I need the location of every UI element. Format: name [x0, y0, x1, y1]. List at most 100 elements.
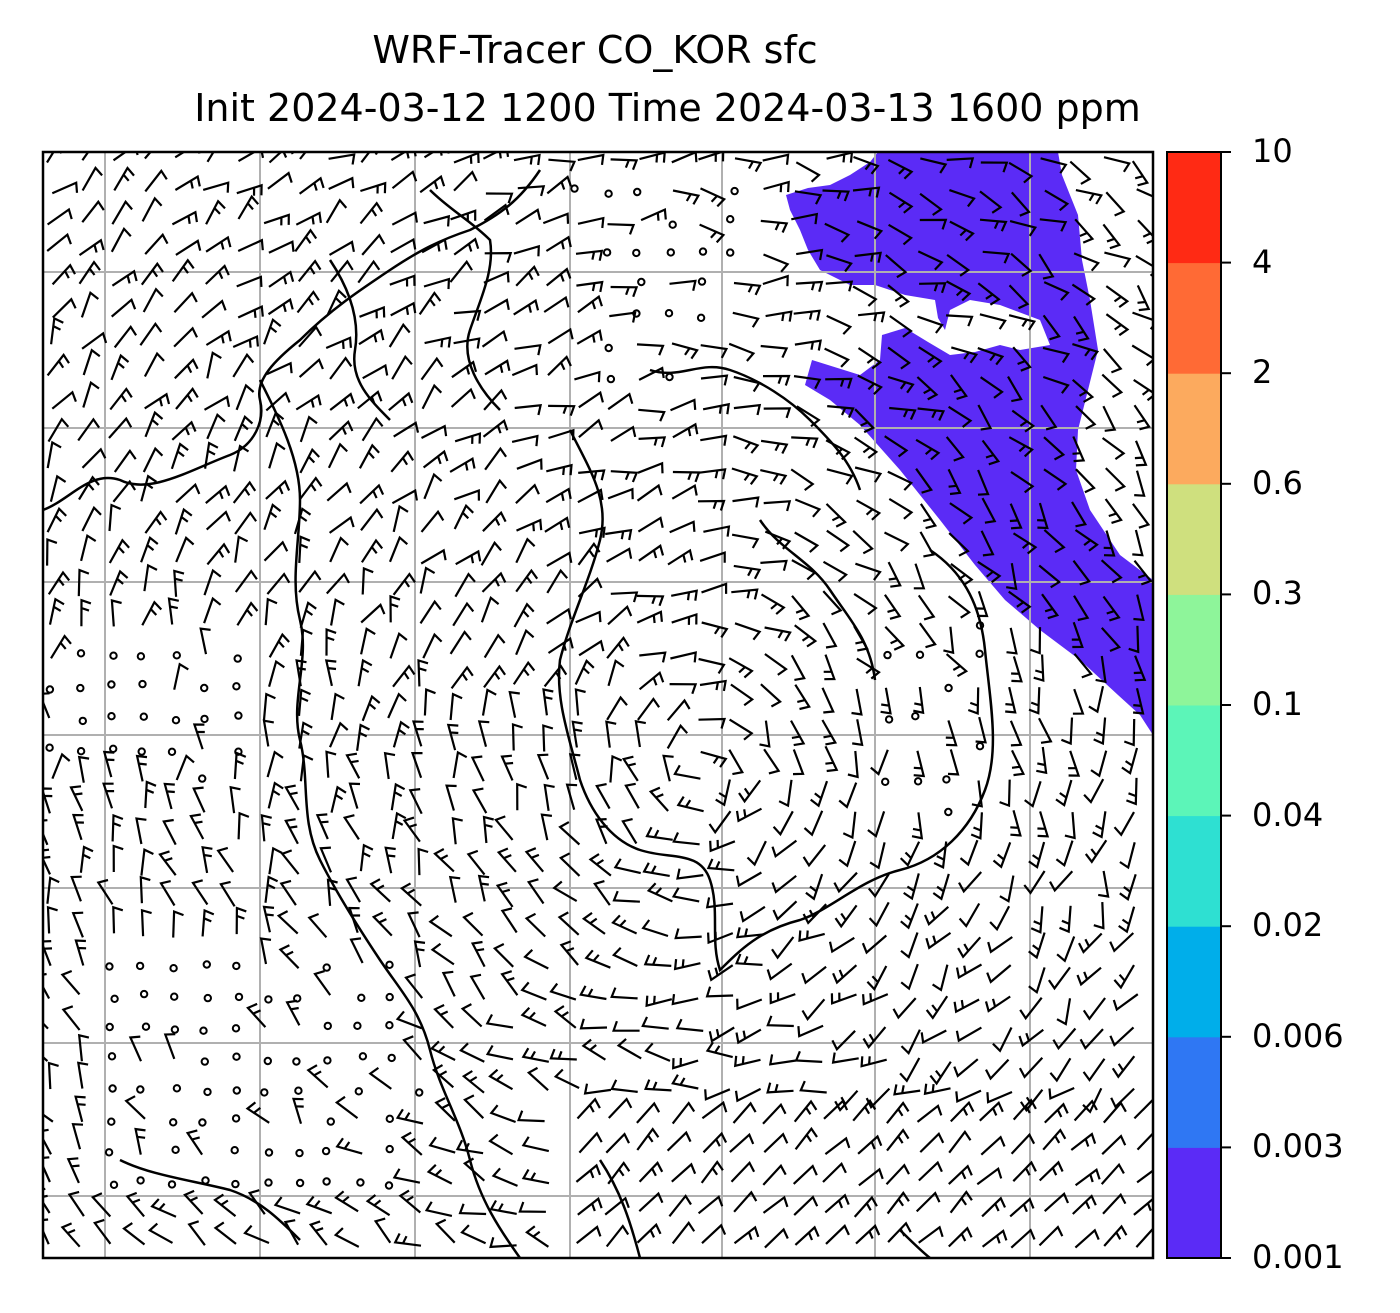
wind-barb	[798, 930, 825, 942]
wind-barb	[578, 1131, 603, 1154]
wind-barb	[794, 498, 822, 518]
wind-barb	[295, 659, 307, 687]
wind-barb	[496, 847, 517, 873]
wind-barb	[581, 912, 606, 935]
wind-barb	[1133, 560, 1153, 586]
wind-barb	[423, 277, 451, 290]
wind-barb	[122, 1222, 146, 1246]
wind-barb	[205, 235, 232, 253]
wind-barb	[452, 750, 468, 779]
wind-barb	[183, 1189, 204, 1215]
wind-barb	[542, 688, 554, 716]
wind-barb	[453, 170, 478, 192]
calm-wind-marker	[942, 775, 951, 784]
wind-barb	[1071, 283, 1097, 306]
calm-wind-marker	[264, 1178, 273, 1187]
wind-barb	[853, 436, 879, 459]
wind-barb	[947, 595, 971, 619]
wind-barb	[298, 176, 325, 195]
wind-barb	[1109, 932, 1135, 953]
wind-barb	[516, 518, 543, 532]
wind-barb	[400, 1131, 423, 1156]
wind-barb	[47, 417, 70, 443]
wind-barb	[500, 754, 514, 781]
calm-wind-marker	[665, 372, 674, 382]
wind-barb	[43, 1113, 54, 1123]
calm-wind-marker	[201, 1176, 210, 1185]
wind-barb	[51, 390, 77, 410]
calm-wind-marker	[385, 992, 394, 1002]
calm-wind-marker	[200, 1057, 210, 1066]
wind-barb	[1012, 1098, 1037, 1121]
wind-barb	[852, 1099, 877, 1122]
wind-barb	[162, 818, 177, 846]
wind-barb	[1055, 779, 1073, 807]
wind-barb	[461, 1070, 485, 1094]
wind-barb	[526, 878, 545, 905]
wind-barb	[887, 158, 914, 180]
wind-barb	[308, 1220, 328, 1246]
wind-barb	[268, 270, 295, 288]
wind-barb	[237, 194, 260, 220]
wind-barb	[634, 719, 646, 748]
wind-barb	[48, 597, 65, 625]
calm-wind-marker	[883, 650, 892, 660]
calm-wind-marker	[358, 1052, 368, 1061]
wind-barb	[393, 1233, 422, 1247]
wind-barb	[1101, 1134, 1127, 1155]
wind-barb	[483, 664, 507, 689]
calm-wind-marker	[45, 743, 54, 752]
wind-barb	[383, 751, 396, 780]
wind-barb	[500, 907, 518, 934]
wind-barb	[361, 233, 386, 256]
wind-barb	[265, 479, 291, 500]
wind-barb	[90, 1192, 112, 1218]
wind-barb	[167, 597, 180, 625]
wind-barb	[526, 1066, 549, 1092]
wind-barb	[736, 998, 763, 1011]
wind-barb	[356, 723, 370, 751]
wind-barb	[298, 325, 323, 348]
wind-barb	[577, 294, 603, 314]
wind-barb	[109, 569, 129, 596]
wind-barb	[888, 223, 913, 246]
wind-barb	[1132, 529, 1144, 557]
calm-wind-marker	[104, 1148, 114, 1157]
wind-barb	[1009, 1197, 1035, 1218]
calm-wind-marker	[975, 621, 985, 630]
wind-barb	[577, 542, 601, 566]
wind-barb	[948, 1164, 973, 1185]
wind-barb	[81, 166, 103, 192]
calm-wind-marker	[697, 277, 707, 286]
wind-barb	[574, 370, 601, 383]
wind-barb	[575, 610, 602, 624]
colorbar-segment	[1167, 705, 1221, 817]
wind-barb	[111, 199, 133, 225]
wind-barb	[543, 783, 555, 811]
wind-barb	[236, 275, 263, 288]
calm-wind-marker	[139, 712, 149, 721]
wind-barb	[760, 219, 789, 233]
wind-barb	[672, 470, 701, 483]
wind-barb	[759, 720, 771, 748]
wind-barb	[822, 560, 848, 583]
wind-barb	[735, 953, 763, 966]
wind-barb	[1028, 841, 1046, 869]
wind-barb	[900, 963, 919, 991]
wind-barb	[294, 228, 318, 253]
wind-barb	[410, 752, 423, 779]
wind-barb	[1104, 498, 1123, 524]
wind-barb	[772, 900, 798, 921]
wind-barb	[575, 1163, 602, 1183]
wind-barb	[1078, 932, 1103, 954]
wind-barb	[144, 169, 168, 193]
wind-barb	[453, 337, 481, 349]
wind-barb	[1133, 655, 1147, 682]
wind-barb	[334, 1095, 359, 1119]
wind-barb	[1103, 1224, 1128, 1247]
wind-barb	[175, 754, 195, 781]
wind-barb	[368, 1067, 392, 1090]
wind-barb	[575, 249, 604, 261]
wind-barb	[855, 1224, 881, 1245]
wind-barb	[1055, 840, 1074, 868]
